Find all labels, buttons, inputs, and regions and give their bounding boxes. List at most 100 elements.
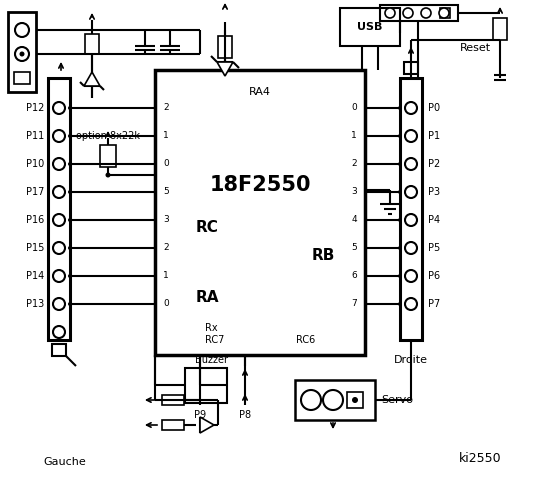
Text: 3: 3 [163,216,169,225]
Circle shape [385,8,395,18]
Bar [85,34,99,54]
Text: P14: P14 [26,271,44,281]
Circle shape [53,270,65,282]
Circle shape [53,130,65,142]
Text: 2: 2 [163,104,169,112]
Text: P11: P11 [26,131,44,141]
Text: P2: P2 [428,159,440,169]
Circle shape [398,302,402,306]
Bar [218,36,232,58]
Circle shape [53,214,65,226]
Text: P15: P15 [25,243,44,253]
Text: P12: P12 [25,103,44,113]
Circle shape [53,326,65,338]
Text: P3: P3 [428,187,440,197]
Text: 2: 2 [351,159,357,168]
Bar [155,70,365,355]
Text: 0: 0 [163,300,169,309]
Circle shape [53,186,65,198]
Text: 18F2550: 18F2550 [209,175,311,195]
Circle shape [405,298,417,310]
Circle shape [403,8,413,18]
Circle shape [68,134,72,138]
Circle shape [68,190,72,194]
Text: Servo: Servo [381,395,413,405]
Text: P9: P9 [194,410,206,420]
Circle shape [106,172,111,178]
Text: option 8x22k: option 8x22k [76,131,140,141]
Text: P4: P4 [428,215,440,225]
Bar [14,72,30,84]
Text: 4: 4 [351,216,357,225]
Text: P16: P16 [26,215,44,225]
Circle shape [68,246,72,250]
Bar [400,78,422,340]
Circle shape [68,274,72,278]
Text: 5: 5 [351,243,357,252]
Text: P1: P1 [428,131,440,141]
Text: 2: 2 [163,243,169,252]
Circle shape [398,134,402,138]
Bar [48,78,70,340]
Bar [100,145,116,167]
Circle shape [19,51,24,57]
Polygon shape [217,62,233,76]
Bar [347,392,363,408]
Bar [493,18,507,40]
Text: 5: 5 [163,188,169,196]
Circle shape [405,214,417,226]
Circle shape [398,190,402,194]
Text: RA: RA [195,290,219,305]
Text: 6: 6 [351,272,357,280]
Circle shape [15,23,29,37]
Bar [340,8,400,46]
Text: P0: P0 [428,103,440,113]
Text: P6: P6 [428,271,440,281]
Text: Gauche: Gauche [44,457,86,467]
Circle shape [398,106,402,110]
Text: USB: USB [357,22,383,32]
Text: 1: 1 [163,132,169,141]
Text: 7: 7 [351,300,357,309]
Text: P7: P7 [428,299,440,309]
Text: P5: P5 [428,243,440,253]
Bar [440,8,450,18]
Text: 1: 1 [163,272,169,280]
Text: P13: P13 [26,299,44,309]
Circle shape [405,102,417,114]
Bar [52,344,66,356]
Bar [162,395,184,405]
Circle shape [421,8,431,18]
Circle shape [53,102,65,114]
Circle shape [15,47,29,61]
Circle shape [53,242,65,254]
Circle shape [53,158,65,170]
Text: 1: 1 [351,132,357,141]
Text: Rx: Rx [205,323,218,333]
Circle shape [439,8,449,18]
Circle shape [398,246,402,250]
Polygon shape [84,72,100,86]
Circle shape [68,162,72,166]
Text: 3: 3 [351,188,357,196]
Text: P17: P17 [25,187,44,197]
Circle shape [301,390,321,410]
Bar [8,12,36,92]
Bar [404,62,418,74]
Circle shape [53,298,65,310]
Text: Droite: Droite [394,355,428,365]
Circle shape [405,186,417,198]
Circle shape [398,218,402,222]
Circle shape [405,242,417,254]
Polygon shape [200,417,214,433]
Text: RA4: RA4 [249,87,271,97]
Text: RC: RC [196,220,218,236]
Text: 0: 0 [351,104,357,112]
Bar [162,420,184,430]
Bar [380,5,458,21]
Bar [185,368,227,403]
Circle shape [398,274,402,278]
Text: P10: P10 [26,159,44,169]
Text: Buzzer: Buzzer [195,355,227,365]
Circle shape [68,218,72,222]
